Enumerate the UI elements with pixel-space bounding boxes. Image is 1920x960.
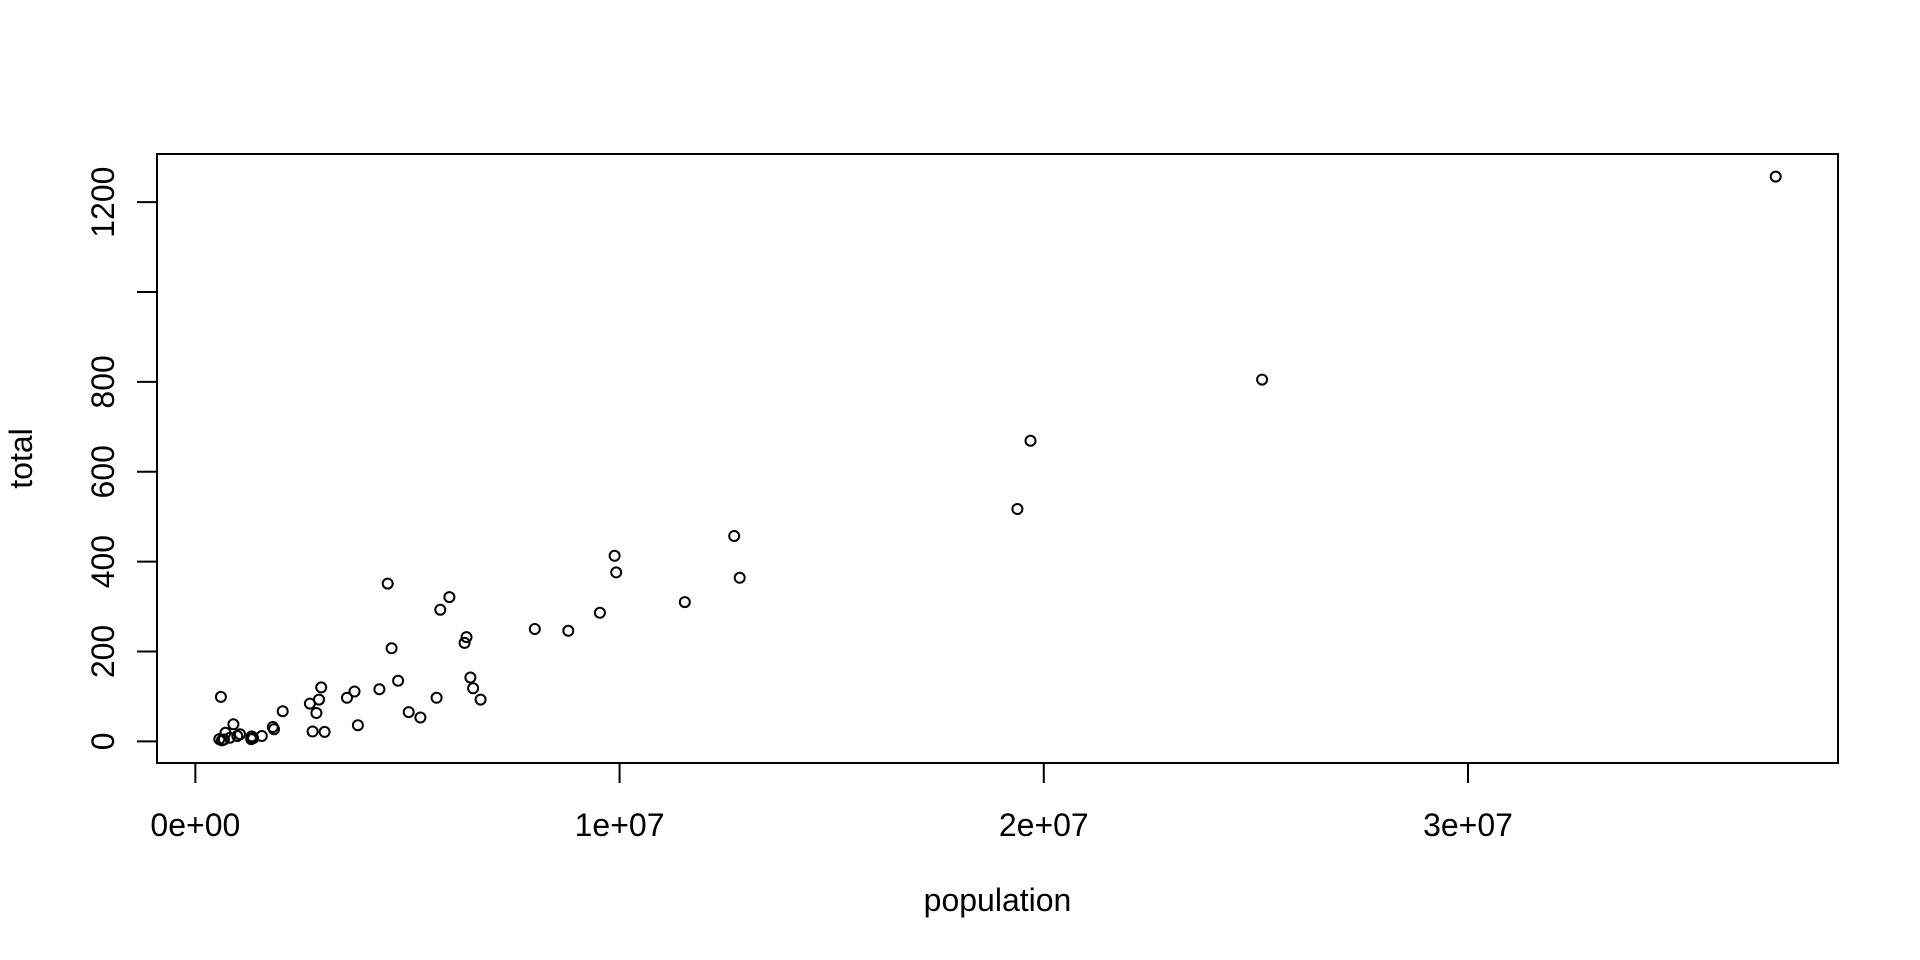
data-point bbox=[373, 683, 386, 696]
y-tick-label: 800 bbox=[85, 355, 121, 408]
x-tick-label: 2e+07 bbox=[999, 807, 1089, 843]
data-point bbox=[303, 697, 316, 710]
data-point bbox=[231, 730, 244, 742]
data-point bbox=[245, 733, 258, 746]
data-point bbox=[213, 733, 226, 746]
data-point bbox=[528, 623, 541, 635]
x-tick-label: 0e+00 bbox=[150, 807, 240, 843]
data-point bbox=[306, 725, 319, 738]
data-point bbox=[268, 723, 280, 736]
data-point bbox=[443, 591, 456, 604]
data-point bbox=[1011, 503, 1024, 515]
data-point bbox=[430, 691, 443, 704]
data-point bbox=[227, 718, 240, 731]
y-axis-title: total bbox=[3, 428, 39, 488]
data-point bbox=[434, 603, 447, 616]
data-point bbox=[341, 691, 353, 704]
data-point bbox=[1769, 170, 1782, 183]
data-point bbox=[385, 642, 398, 655]
data-point bbox=[458, 636, 471, 649]
data-point bbox=[1256, 373, 1269, 386]
data-point bbox=[460, 631, 473, 644]
data-point bbox=[276, 705, 289, 718]
data-point bbox=[381, 577, 394, 590]
data-point bbox=[474, 693, 487, 706]
data-point bbox=[728, 530, 741, 542]
data-point bbox=[610, 566, 623, 579]
y-tick-label: 600 bbox=[85, 445, 121, 498]
data-point bbox=[467, 682, 480, 695]
x-tick-label: 1e+07 bbox=[575, 807, 665, 843]
data-point bbox=[310, 707, 323, 719]
data-point bbox=[402, 706, 415, 719]
y-tick-label: 0 bbox=[85, 732, 121, 750]
y-tick-label: 200 bbox=[85, 625, 121, 678]
data-point bbox=[414, 711, 427, 724]
data-point bbox=[562, 624, 575, 637]
data-point bbox=[464, 671, 477, 684]
plot-border bbox=[156, 153, 1839, 764]
x-tick-label: 3e+07 bbox=[1423, 807, 1513, 843]
data-point bbox=[315, 681, 328, 694]
data-point bbox=[318, 725, 331, 738]
y-tick-label: 400 bbox=[85, 535, 121, 588]
x-axis-title: population bbox=[924, 882, 1072, 918]
data-point bbox=[214, 690, 227, 703]
data-point bbox=[351, 719, 364, 732]
y-tick-label: 1200 bbox=[85, 167, 121, 238]
data-point bbox=[234, 728, 246, 741]
data-point bbox=[608, 549, 621, 562]
data-point bbox=[1024, 434, 1037, 447]
data-point bbox=[348, 685, 361, 698]
data-point bbox=[733, 571, 746, 584]
data-point bbox=[678, 596, 691, 609]
data-point bbox=[392, 674, 405, 687]
data-point bbox=[593, 606, 606, 619]
